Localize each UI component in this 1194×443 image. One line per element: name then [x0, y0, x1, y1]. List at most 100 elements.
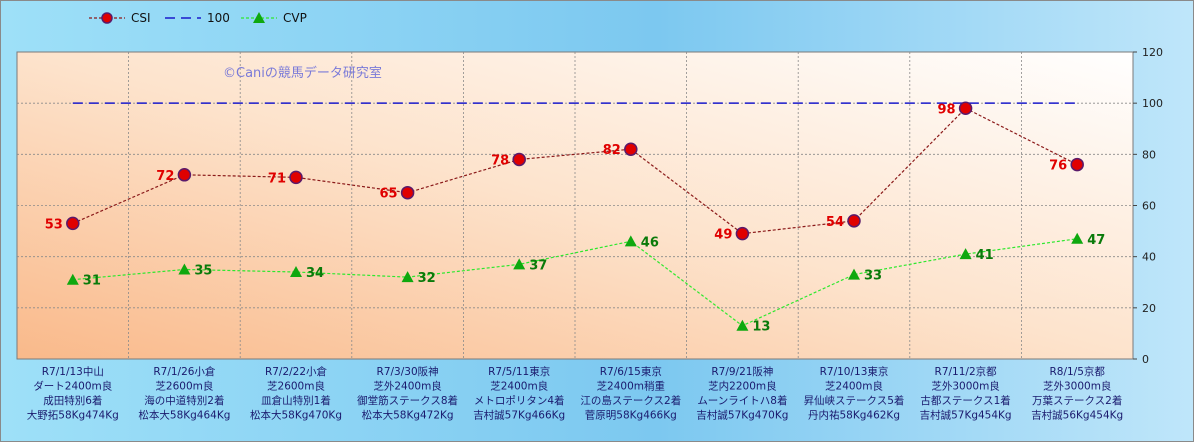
cvp-value-label: 33 [864, 269, 882, 284]
x-category-line: R7/1/26小倉 [153, 365, 216, 378]
cvp-value-label: 32 [418, 271, 436, 286]
legend-csi-marker [101, 12, 113, 24]
legend-100-label: 100 [207, 11, 230, 25]
x-category-line: 芝2600m良 [267, 380, 325, 393]
x-category-line: R7/5/11東京 [488, 365, 550, 378]
x-category-label: R8/1/5京都芝外3000m良万葉ステークス2着吉村誠56Kg454Kg [1031, 365, 1123, 422]
x-category-line: 芝2600m良 [155, 380, 213, 393]
x-category-line: ダート2400m良 [33, 380, 112, 393]
cvp-point [66, 273, 79, 285]
x-category-line: 御堂筋ステークス8着 [357, 394, 458, 407]
cvp-point [736, 319, 749, 331]
x-category-line: R7/6/15東京 [600, 365, 662, 378]
copyright-text: ©Caniの競馬データ研究室 [223, 65, 382, 81]
cvp-value-label: 47 [1087, 233, 1105, 248]
csi-point [735, 226, 750, 241]
y-tick-label: 0 [1142, 353, 1149, 366]
y-tick-label: 60 [1142, 200, 1156, 213]
legend-cvp-label: CVP [283, 11, 307, 25]
csi-value-label: 71 [268, 171, 286, 186]
x-category-line: 松本大58Kg472Kg [362, 409, 454, 422]
x-category-line: 芝外2400m良 [373, 380, 441, 393]
x-category-line: 成田特別6着 [43, 394, 102, 407]
csi-point [958, 101, 973, 116]
x-category-line: メトロポリタン4着 [474, 394, 565, 407]
csi-point [847, 214, 861, 228]
y-axis: 0 20 40 60 80 100 120 [1133, 46, 1163, 366]
x-category-line: 芝2400m良 [825, 380, 883, 393]
x-category-line: ムーンライトハ8着 [697, 394, 787, 407]
cvp-point [513, 258, 526, 270]
x-category-label: R7/3/30阪神芝外2400m良御堂筋ステークス8着松本大58Kg472Kg [357, 365, 458, 422]
csi-value-label: 78 [491, 153, 509, 168]
x-category-line: 吉村誠57Kg470Kg [696, 409, 788, 422]
csi-point [177, 168, 192, 182]
csi-point [1070, 157, 1084, 172]
csi-point [66, 216, 80, 231]
x-category-line: 大野拓58Kg474Kg [27, 409, 119, 422]
cvp-point [290, 266, 302, 278]
x-category-label: R7/11/2京都芝外3000m良古都ステークス1着吉村誠57Kg454Kg [920, 365, 1012, 422]
legend: CSI 100 CVP [89, 11, 307, 25]
csi-point [400, 185, 415, 200]
x-category-label: R7/9/21阪神芝内2200m良ムーンライトハ8着吉村誠57Kg470Kg [696, 365, 788, 422]
x-category-label: R7/6/15東京芝2400m稍重江の島ステークス2着菅原明58Kg466Kg [580, 365, 681, 422]
legend-csi-label: CSI [131, 11, 151, 25]
cvp-value-label: 13 [752, 320, 770, 335]
cvp-value-label: 35 [194, 263, 212, 278]
x-axis-labels: R7/1/13中山ダート2400m良成田特別6着大野拓58Kg474Kg R7/1… [27, 365, 1123, 422]
cvp-value-label: 31 [83, 274, 101, 289]
x-category-line: 丹内祐58Kg462Kg [808, 409, 900, 422]
y-tick-label: 80 [1142, 148, 1156, 161]
y-tick-label: 100 [1142, 97, 1163, 110]
x-category-line: 江の島ステークス2着 [580, 394, 681, 407]
csi-value-label: 82 [603, 143, 621, 158]
cvp-point [1071, 232, 1084, 244]
csi-value-label: 49 [714, 228, 732, 243]
csi-value-label: 72 [156, 169, 174, 184]
x-category-line: 古都ステークス1着 [920, 394, 1010, 407]
cvp-point [624, 235, 637, 247]
series-csi-line [72, 107, 1078, 235]
x-category-line: R7/11/2京都 [935, 365, 998, 378]
cvp-value-label: 46 [641, 235, 659, 250]
cvp-value-label: 34 [306, 266, 324, 281]
x-category-line: 芝外3000m良 [1043, 380, 1111, 393]
cvp-point [401, 271, 414, 283]
x-category-line: 芝2400m良 [490, 380, 548, 393]
x-category-label: R7/2/22小倉芝2600m良皿倉山特別1着松本大58Kg470Kg [250, 365, 342, 422]
x-category-line: R7/1/13中山 [42, 365, 104, 378]
x-category-line: 芝2400m稍重 [597, 380, 665, 393]
x-category-line: 芝外3000m良 [931, 380, 999, 393]
x-category-line: 万葉ステークス2着 [1032, 394, 1122, 407]
x-category-line: R7/3/30阪神 [377, 365, 439, 378]
x-category-line: R7/2/22小倉 [265, 365, 328, 378]
cvp-point [848, 268, 860, 280]
x-category-line: 吉村誠56Kg454Kg [1031, 409, 1123, 422]
cvp-point [959, 248, 972, 260]
x-category-label: R7/1/26小倉芝2600m良海の中道特別2着松本大58Kg464Kg [138, 365, 230, 422]
csi-point [512, 152, 526, 167]
csi-value-label: 65 [380, 187, 398, 202]
x-category-line: R8/1/5京都 [1049, 365, 1105, 378]
y-tick-label: 120 [1142, 46, 1163, 59]
x-category-line: 昇仙峡ステークス5着 [804, 394, 905, 407]
cvp-value-label: 37 [529, 258, 547, 273]
csi-value-label: 98 [938, 102, 956, 117]
x-category-line: 菅原明58Kg466Kg [585, 410, 677, 422]
x-category-line: 松本大58Kg464Kg [138, 409, 230, 422]
x-category-line: 皿倉山特別1着 [261, 394, 331, 407]
x-category-line: 吉村誠57Kg466Kg [473, 409, 565, 422]
y-tick-label: 20 [1142, 302, 1156, 315]
csi-point [624, 142, 638, 156]
csi-value-label: 76 [1049, 159, 1067, 174]
csi-value-label: 53 [45, 217, 63, 232]
cvp-value-label: 41 [976, 248, 994, 263]
x-category-label: R7/5/11東京芝2400m良メトロポリタン4着吉村誠57Kg466Kg [473, 365, 565, 422]
y-tick-label: 40 [1142, 251, 1156, 264]
x-category-line: 吉村誠57Kg454Kg [920, 409, 1012, 422]
series-group: 31 35 34 32 37 46 13 33 41 47 53 72 71 65 78 82 49 54 98 76 [45, 101, 1105, 335]
x-category-line: 海の中道特別2着 [144, 394, 224, 407]
